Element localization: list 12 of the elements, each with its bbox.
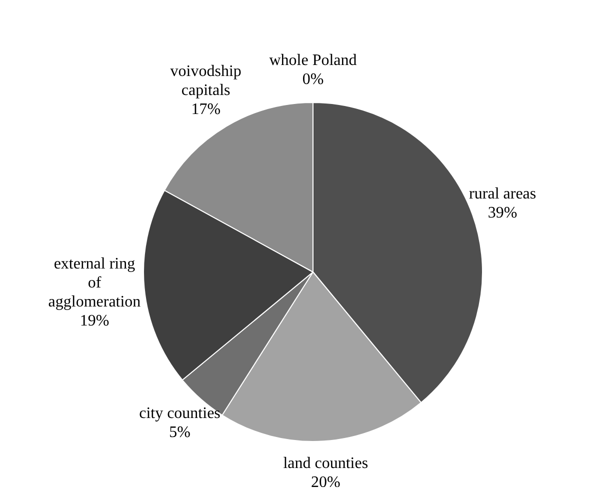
data-label: 5% xyxy=(169,424,190,441)
category-label: whole Poland xyxy=(269,52,357,70)
slice-label: rural areas xyxy=(469,185,536,202)
text: 0% xyxy=(302,71,324,88)
slice-label: city counties xyxy=(139,404,220,422)
slice-label: external ring of agglomeration xyxy=(48,255,141,310)
data-label: 17% xyxy=(191,101,221,118)
data-label: 19% xyxy=(80,312,110,330)
data-label: 39% xyxy=(488,204,518,222)
slice-label: voivodship capitals xyxy=(170,63,242,100)
slice-label: land counties xyxy=(283,454,368,472)
data-label: 20% xyxy=(310,474,340,491)
